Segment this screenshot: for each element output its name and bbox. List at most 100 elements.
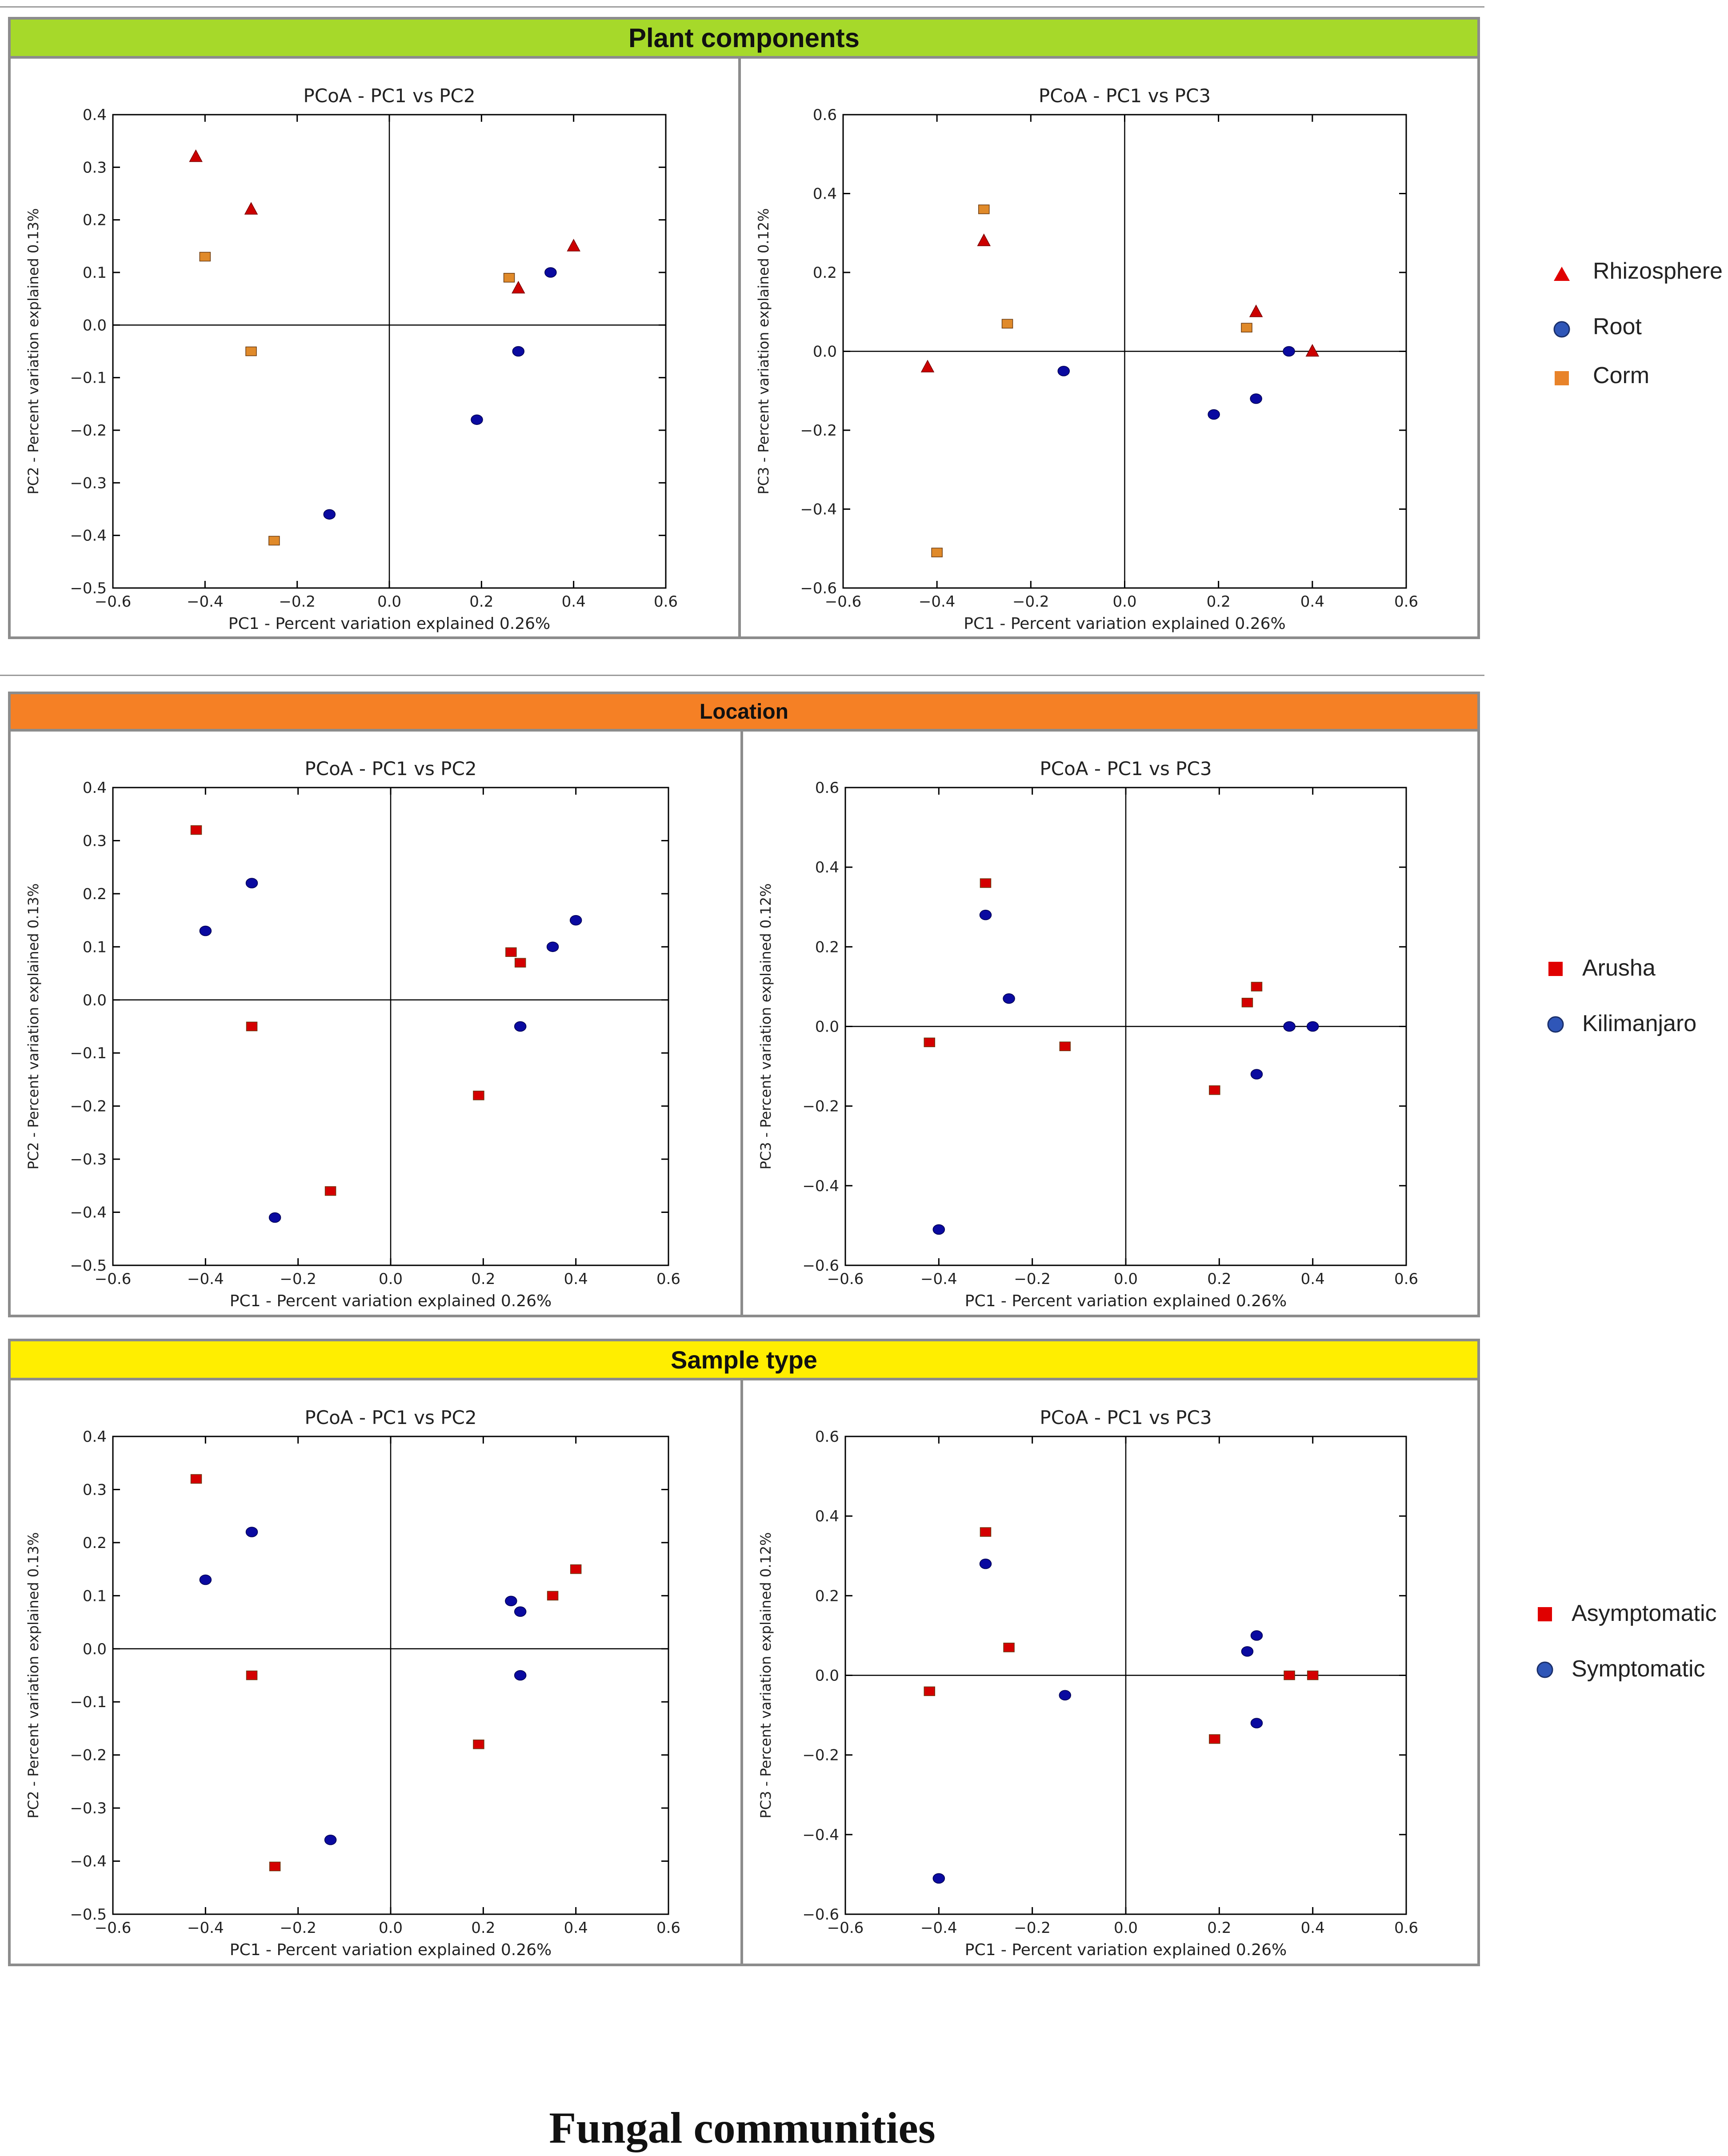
data-point-symptomatic — [245, 1527, 258, 1537]
legend-label: Symptomatic — [1572, 1656, 1705, 1682]
y-tick-label: −0.6 — [802, 1906, 839, 1924]
y-tick-label: −0.5 — [70, 580, 107, 597]
x-tick-label: −0.2 — [1012, 593, 1049, 611]
data-point-symptomatic — [979, 1558, 992, 1569]
data-point-kilimanjaro — [1250, 1069, 1263, 1080]
x-tick-label: −0.4 — [920, 1919, 957, 1937]
data-point-asymptomatic — [190, 1474, 202, 1484]
x-tick-label: 0.4 — [1301, 1270, 1325, 1288]
y-tick-label: −0.4 — [70, 1204, 107, 1222]
legend-label: Kilimanjaro — [1582, 1011, 1697, 1036]
data-point-arusha — [1241, 998, 1253, 1008]
data-point-root — [1250, 393, 1262, 404]
data-point-corm — [1001, 319, 1013, 329]
square-marker-icon — [1548, 962, 1563, 976]
x-tick-label: 0.4 — [564, 1919, 588, 1937]
x-tick-label: −0.4 — [187, 1270, 224, 1288]
x-tick-label: 0.4 — [562, 593, 586, 611]
x-tick-label: −0.2 — [1014, 1919, 1051, 1937]
x-tick-label: −0.2 — [1014, 1270, 1051, 1288]
y-axis-label: PC2 - Percent variation explained 0.13% — [25, 1532, 42, 1818]
y-axis-label: PC3 - Percent variation explained 0.12% — [757, 1532, 774, 1818]
x-tick-label: −0.6 — [827, 1270, 864, 1288]
data-point-symptomatic — [199, 1574, 212, 1585]
y-tick-label: −0.3 — [70, 1151, 107, 1168]
y-tick-label: 0.6 — [815, 1428, 839, 1446]
data-point-asymptomatic — [570, 1564, 582, 1574]
data-point-asymptomatic — [246, 1670, 258, 1680]
data-point-arusha — [473, 1091, 484, 1100]
data-point-corm — [931, 548, 943, 557]
square-marker-icon — [1538, 1607, 1552, 1621]
data-point-root — [323, 509, 336, 520]
data-point-arusha — [246, 1021, 258, 1032]
y-tick-label: −0.4 — [70, 527, 107, 545]
data-point-symptomatic — [1250, 1718, 1263, 1728]
data-point-arusha — [505, 947, 517, 957]
y-tick-label: −0.2 — [802, 1747, 839, 1764]
data-point-kilimanjaro — [546, 941, 559, 952]
y-tick-label: −0.6 — [800, 580, 837, 597]
y-tick-label: 0.6 — [815, 779, 839, 797]
legend-plant-components: Rhizosphere Root Corm — [1547, 258, 1724, 391]
x-axis-label: PC1 - Percent variation explained 0.26% — [228, 615, 551, 633]
y-tick-label: −0.3 — [70, 474, 107, 492]
x-tick-label: 0.2 — [1207, 593, 1231, 611]
data-point-asymptomatic — [269, 1861, 281, 1872]
data-point-arusha — [324, 1186, 336, 1196]
x-tick-label: 0.2 — [471, 1919, 495, 1937]
y-tick-label: 0.4 — [813, 185, 837, 203]
x-tick-label: 0.6 — [656, 1919, 680, 1937]
legend-label: Corm — [1593, 363, 1650, 388]
data-point-kilimanjaro — [514, 1021, 527, 1032]
y-tick-label: −0.5 — [70, 1906, 107, 1924]
data-point-rhizosphere — [567, 239, 580, 252]
data-point-arusha — [1059, 1041, 1071, 1052]
y-tick-label: 0.4 — [83, 779, 107, 797]
data-point-kilimanjaro — [1003, 993, 1015, 1004]
y-tick-label: 0.1 — [83, 1587, 107, 1605]
x-tick-label: −0.6 — [95, 593, 132, 611]
section-header: Location — [11, 694, 1477, 732]
x-tick-label: 0.6 — [1394, 1919, 1418, 1937]
data-point-root — [512, 346, 525, 357]
data-point-corm — [1241, 323, 1252, 332]
y-tick-label: −0.5 — [70, 1257, 107, 1275]
x-tick-label: 0.6 — [1394, 1270, 1418, 1288]
legend-label: Root — [1593, 314, 1642, 340]
data-point-rhizosphere — [512, 280, 525, 294]
x-tick-label: 0.2 — [469, 593, 493, 611]
y-tick-label: 0.2 — [815, 938, 839, 956]
circle-marker-icon — [1547, 1016, 1564, 1033]
data-point-symptomatic — [1241, 1646, 1254, 1657]
y-tick-label: 0.2 — [83, 885, 107, 903]
x-axis-label: PC1 - Percent variation explained 0.26% — [965, 1941, 1287, 1959]
data-point-arusha — [1209, 1085, 1220, 1095]
data-point-symptomatic — [505, 1596, 517, 1607]
data-point-kilimanjaro — [569, 915, 582, 926]
section-plant-components: Plant components PCoA - PC1 vs PC2 −0.6 −0… — [8, 17, 1480, 639]
data-point-rhizosphere — [920, 360, 935, 372]
x-tick-label: 0.0 — [1112, 593, 1136, 611]
y-tick-label: 0.0 — [83, 316, 107, 334]
legend-label: Rhizosphere — [1593, 258, 1723, 284]
y-tick-label: 0.4 — [815, 1508, 839, 1525]
top-rule — [0, 6, 1484, 8]
y-tick-label: 0.3 — [83, 832, 107, 850]
x-axis-label: PC1 - Percent variation explained 0.26% — [964, 615, 1286, 633]
legend-label: Asymptomatic — [1572, 1600, 1717, 1626]
y-tick-label: 0.6 — [813, 106, 837, 124]
data-point-kilimanjaro — [199, 925, 212, 936]
x-tick-label: 0.0 — [1114, 1919, 1138, 1937]
data-point-arusha — [190, 825, 202, 835]
chart-title: PCoA - PC1 vs PC3 — [1039, 85, 1211, 107]
y-tick-label: −0.4 — [70, 1853, 107, 1871]
y-tick-label: −0.4 — [800, 501, 837, 519]
data-point-corm — [978, 204, 990, 214]
triangle-marker-icon — [1554, 267, 1570, 281]
data-point-asymptomatic — [473, 1740, 484, 1749]
data-point-symptomatic — [514, 1606, 527, 1617]
data-point-symptomatic — [514, 1670, 527, 1681]
y-tick-label: −0.3 — [70, 1800, 107, 1817]
data-point-rhizosphere — [1305, 344, 1320, 357]
